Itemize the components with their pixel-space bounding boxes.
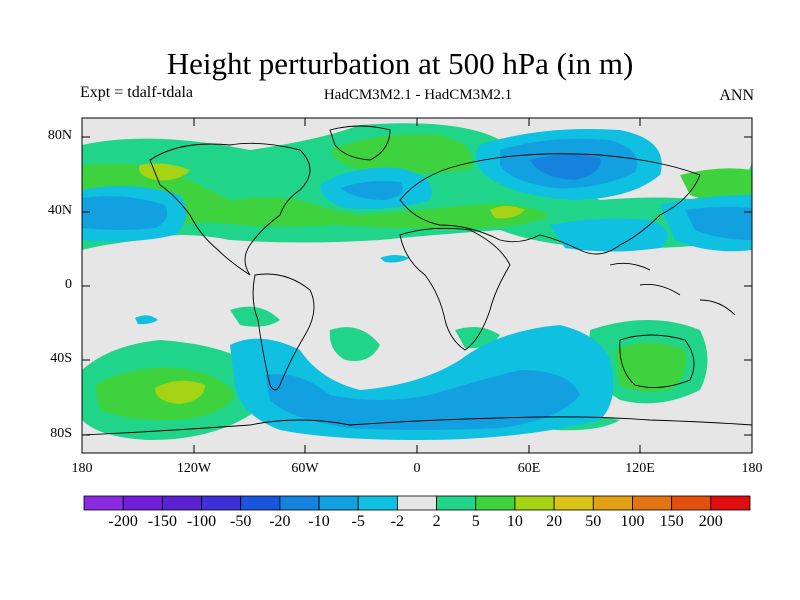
colorbar-swatch-11 [514,495,555,511]
contour-pos-6 [680,168,752,202]
colorbar-swatch-10 [475,495,516,511]
colorbar-label-11: 20 [546,513,563,530]
plot-title: Height perturbation at 500 hPa (in m) [166,46,634,81]
lon-tick-60e: 60E [517,461,541,476]
colorbar-label-15: 200 [698,513,723,530]
colorbar-swatch-5 [279,495,320,511]
colorbar-label-10: 10 [506,513,523,530]
coast-antarctica [82,416,752,436]
experiment-label: Expt = tdalf-tdala [80,84,193,101]
contour-neg-2 [82,196,168,230]
colorbar-swatch-14 [632,495,673,511]
coastlines [82,125,752,436]
lon-tick-0: 0 [413,461,421,476]
colorbar-swatch-3 [201,495,242,511]
season-label: ANN [719,87,754,104]
colorbar-swatch-4 [240,495,281,511]
colorbar-label-0: -200 [108,513,138,530]
models-label: HadCM3M2.1 - HadCM3M2.1 [323,87,513,103]
colorbar-label-2: -100 [186,513,217,530]
colorbar-swatch-2 [161,495,202,511]
axis-ticks [82,118,752,453]
contour-pos-4 [139,163,190,181]
contour-neg-7 [530,154,601,180]
coast-maritime [609,262,736,316]
colorbar-swatch-15 [671,495,712,511]
lon-tick-180e: 180 [741,461,763,476]
colorbar-label-1: -150 [147,513,178,530]
colorbar-swatch-1 [122,495,163,511]
colorbar-swatch-13 [592,495,633,511]
colorbar-label-4: -20 [269,513,291,530]
contour-pos-9 [155,380,205,404]
coast-north-america [149,142,311,276]
colorbar-swatch-9 [436,495,477,511]
contour-pos-5 [490,206,525,219]
colorbar-label-14: 150 [659,513,684,530]
lon-tick-120e: 120E [625,461,655,476]
lat-tick-0: 0 [65,277,72,292]
colorbar-swatch-16 [710,495,751,511]
contour-pos-3 [330,134,472,174]
colorbar [83,495,751,511]
contour-neg-8 [550,218,668,252]
colorbar-swatch-6 [318,495,359,511]
coast-africa [399,227,511,351]
contour-pos-14 [615,342,686,392]
contour-pos-2 [82,163,550,229]
lat-tick-80n: 80N [47,128,72,143]
coast-europe-asia [399,153,701,255]
contour-neg-10 [685,206,752,240]
contour-neg-13 [135,315,158,325]
lon-tick-120w: 120W [176,461,212,476]
colorbar-label-5: -10 [308,513,330,530]
colorbar-label-12: 50 [585,513,602,530]
coast-greenland [329,125,391,161]
colorbar-swatch-0 [83,495,124,511]
lat-tick-40s: 40S [50,351,72,366]
lon-tick-60w: 60W [291,461,319,476]
colorbar-swatch-7 [357,495,398,511]
contour-neg-4 [340,180,403,200]
contour-neg-14 [380,255,410,263]
colorbar-swatch-12 [553,495,594,511]
colorbar-label-3: -50 [230,513,252,530]
contour-pos-11 [329,327,380,361]
contour-neg-12 [265,370,580,430]
colorbar-label-13: 100 [620,513,645,530]
contour-pos-10 [230,306,280,327]
coast-australia [619,334,695,389]
lon-tick-180w: 180 [71,461,93,476]
colorbar-label-6: -5 [351,513,365,530]
colorbar-label-8: 2 [432,513,441,530]
field-layer [82,118,752,453]
colorbar-label-7: -2 [390,513,405,530]
coast-south-america [252,273,315,391]
colorbar-swatch-8 [397,495,437,511]
lat-tick-80s: 80S [50,426,72,441]
colorbar-label-9: 5 [471,513,480,530]
lat-tick-40n: 40N [47,203,72,218]
